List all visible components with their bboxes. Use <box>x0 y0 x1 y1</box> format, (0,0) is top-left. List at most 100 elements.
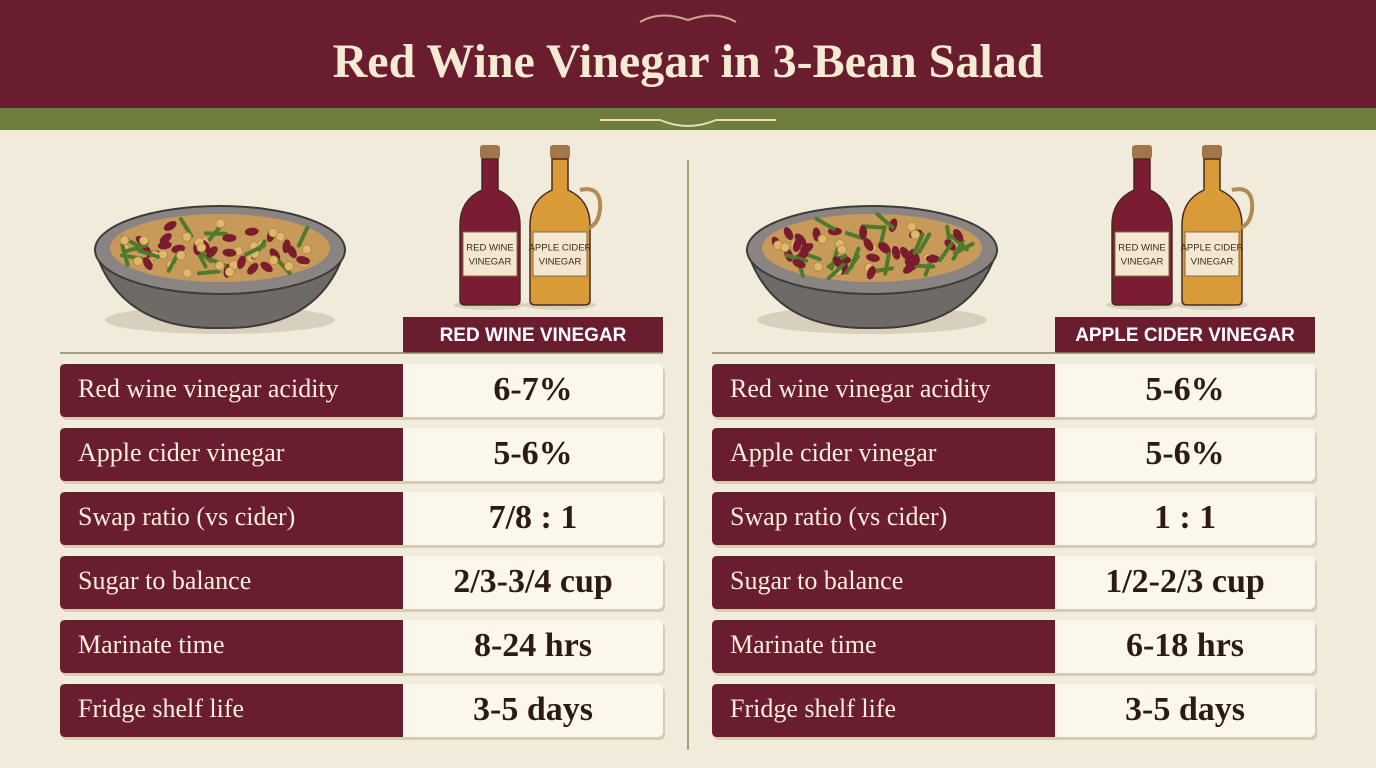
bean <box>157 241 172 250</box>
label-cell <box>60 684 403 737</box>
green-bean <box>244 243 266 257</box>
bean <box>237 255 246 269</box>
label-cell <box>60 492 403 545</box>
bottle-cork <box>1132 145 1152 159</box>
row-value: 7/8 : 1 <box>489 499 578 536</box>
chickpea <box>215 218 226 229</box>
bean <box>911 251 920 266</box>
row-label: Sugar to balance <box>78 566 251 595</box>
chickpea <box>176 250 186 261</box>
bean <box>222 248 237 257</box>
row-value: 5-6% <box>1145 371 1224 408</box>
bean <box>953 228 964 242</box>
column-header-bg <box>403 317 663 353</box>
green-bean <box>814 216 836 231</box>
vinegar-bottle: APPLE CIDER VINEGAR <box>524 145 603 310</box>
chickpea <box>268 255 279 266</box>
bean <box>792 258 806 269</box>
row-label: Marinate time <box>730 630 877 659</box>
row-label: Sugar to balance <box>730 566 903 595</box>
bottle-label-text: RED WINE <box>1118 243 1166 254</box>
chickpea <box>817 234 828 245</box>
ornament <box>639 14 737 23</box>
bottle-label-text: VINEGAR <box>1191 257 1234 268</box>
label-cell <box>712 492 1055 545</box>
header-stripe <box>0 108 1376 130</box>
bean <box>925 254 940 263</box>
label-cell <box>60 428 403 481</box>
bean <box>159 233 172 244</box>
label-cell <box>712 684 1055 737</box>
bean <box>877 242 890 254</box>
row-value: 6-7% <box>493 371 572 408</box>
bean <box>891 245 901 260</box>
column-header: RED WINE VINEGAR <box>440 325 627 346</box>
green-bean <box>875 212 895 230</box>
bean <box>260 261 273 273</box>
bean <box>296 256 310 265</box>
vinegar-bottle: RED WINE VINEGAR <box>1106 145 1178 310</box>
bean <box>244 227 259 236</box>
chickpea <box>780 242 790 253</box>
green-bean <box>826 262 846 281</box>
label-cell <box>60 556 403 609</box>
green-bean <box>949 234 969 252</box>
ornament <box>600 119 776 127</box>
label-cell <box>60 620 403 673</box>
chickpea <box>224 266 235 277</box>
bean <box>794 233 807 245</box>
bottle-handle <box>1231 187 1255 230</box>
green-bean <box>938 241 954 263</box>
chickpea <box>181 231 192 242</box>
bottle-label-text: VINEGAR <box>469 257 512 268</box>
green-bean <box>178 217 194 239</box>
row-label: Apple cider vinegar <box>78 438 285 467</box>
header-band <box>0 0 1376 108</box>
bean <box>287 245 297 259</box>
chickpea <box>284 261 294 272</box>
bottle-cork <box>550 145 570 159</box>
salad-bowl <box>745 205 999 334</box>
page-title: Red Wine Vinegar in 3-Bean Salad <box>333 35 1044 88</box>
chickpea <box>182 268 193 278</box>
column-header-bg <box>1055 317 1315 353</box>
bean <box>900 246 911 260</box>
bottle-cork <box>480 145 500 159</box>
bottle-cork <box>1202 145 1222 159</box>
bean <box>206 246 218 258</box>
green-bean <box>912 232 925 255</box>
bottle-label-text: RED WINE <box>466 243 514 254</box>
row-value: 1 : 1 <box>1154 499 1216 536</box>
label-cell <box>712 364 1055 417</box>
bottle-label <box>532 231 588 277</box>
column-header: APPLE CIDER VINEGAR <box>1075 325 1295 346</box>
bean <box>859 225 868 240</box>
green-bean <box>883 252 891 276</box>
label-cell <box>60 364 403 417</box>
chickpea <box>301 244 312 255</box>
row-value: 1/2-2/3 cup <box>1105 563 1265 600</box>
row-value: 5-6% <box>1145 435 1224 472</box>
vinegar-bottle: RED WINE VINEGAR <box>454 145 526 310</box>
row-label: Apple cider vinegar <box>730 438 937 467</box>
bean <box>902 263 916 274</box>
chickpea <box>837 244 847 255</box>
green-bean <box>124 243 148 253</box>
bean <box>783 226 794 241</box>
bottle-label <box>1184 231 1240 277</box>
chickpea <box>910 229 921 240</box>
bottle-label-text: VINEGAR <box>1121 257 1164 268</box>
bottle-label <box>1114 231 1170 277</box>
bottle-label <box>462 231 518 277</box>
bottle-label-text: VINEGAR <box>539 257 582 268</box>
label-cell <box>712 556 1055 609</box>
bean <box>866 266 876 280</box>
label-cell <box>712 428 1055 481</box>
row-value: 6-18 hrs <box>1126 627 1244 664</box>
chickpea <box>119 235 130 246</box>
chickpea <box>813 261 824 272</box>
row-label: Fridge shelf life <box>730 694 896 723</box>
row-value: 5-6% <box>493 435 572 472</box>
